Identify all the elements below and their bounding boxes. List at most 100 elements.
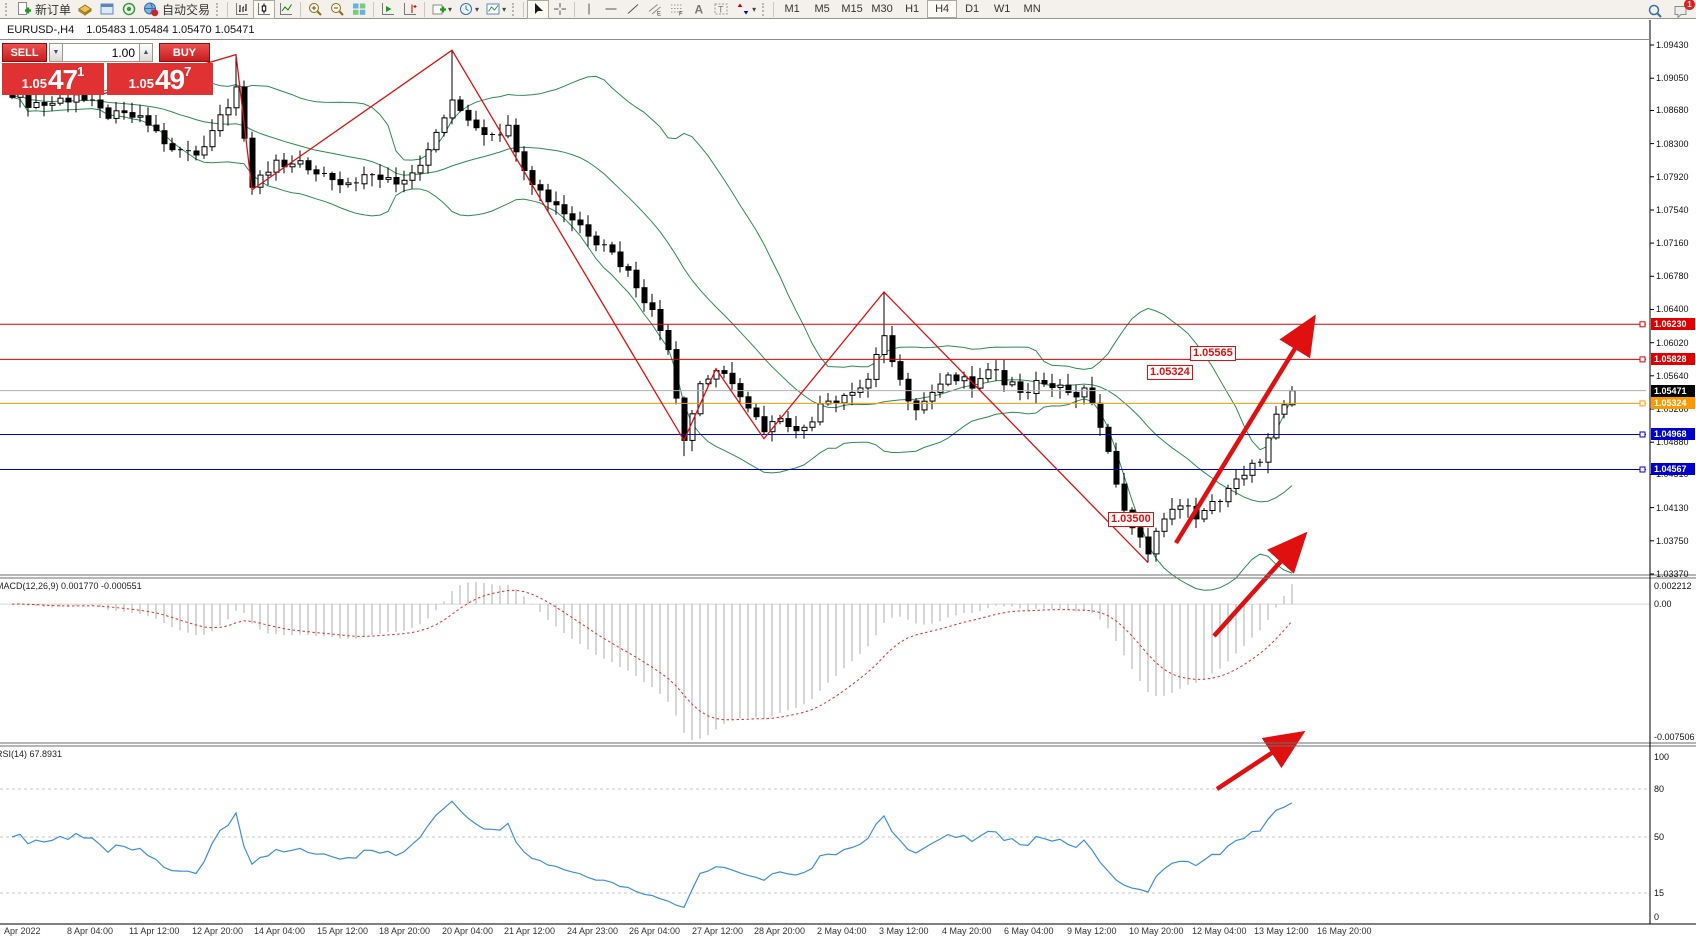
toolbar-separator — [373, 1, 375, 17]
symbol-period: EURUSD-,H4 — [7, 23, 75, 36]
tile-windows-button[interactable] — [348, 0, 370, 19]
timeframe-M30[interactable]: M30 — [871, 3, 893, 15]
one-click-trading-panel: SELL ▼ ▲ BUY 1.05 47 1 1.05 49 7 — [2, 43, 213, 95]
cursor-button[interactable] — [527, 0, 550, 19]
vertical-line-icon — [588, 3, 590, 15]
svg-text:T: T — [718, 5, 724, 15]
rsi-indicator-label: RSI(14) 67.8931 — [0, 749, 63, 759]
timeframe-W1[interactable]: W1 — [993, 3, 1011, 15]
timeframe-M5[interactable]: M5 — [814, 3, 830, 15]
sell-price-prefix: 1.05 — [21, 76, 47, 91]
periods-button[interactable]: ▾ — [455, 0, 482, 19]
community-button[interactable]: 1 — [1670, 0, 1695, 20]
toolbar: 新订单 自动交易 — [0, 0, 1696, 19]
volume-decrease-button[interactable]: ▼ — [49, 43, 63, 62]
timeframe-M15[interactable]: M15 — [841, 3, 863, 15]
toolbar-drag-handle[interactable] — [5, 2, 10, 16]
equidistant-channel-tool-button[interactable]: E — [644, 0, 666, 19]
buy-button[interactable]: BUY — [159, 43, 210, 62]
new-order-button[interactable]: 新订单 — [13, 0, 74, 19]
candlestick-chart-icon — [258, 3, 271, 15]
channel-icon: E — [648, 4, 661, 18]
text-icon: A — [695, 3, 704, 17]
search-icon — [1648, 4, 1662, 18]
svg-text:E: E — [657, 12, 661, 18]
toolbar-drag-handle[interactable] — [216, 2, 221, 16]
toolbar-separator — [300, 1, 302, 17]
chart-shift-icon — [404, 3, 417, 15]
price-tag[interactable]: 1.05324 — [1147, 365, 1193, 380]
arrows-tool-button[interactable]: ▾ — [732, 0, 759, 19]
sell-price-tile[interactable]: 1.05 47 1 — [2, 63, 104, 95]
fibonacci-icon: F — [671, 4, 683, 17]
buy-price-pipette: 7 — [184, 64, 192, 79]
timeframe-H4[interactable]: H4 — [927, 0, 958, 18]
auto-scroll-icon — [382, 3, 395, 15]
trendline-icon — [627, 4, 639, 14]
line-chart-icon — [280, 3, 293, 15]
timeframe-D1[interactable]: D1 — [965, 3, 980, 15]
bar-chart-icon — [236, 3, 249, 15]
vertical-line-tool-button[interactable] — [578, 0, 600, 19]
search-button[interactable] — [1644, 1, 1666, 20]
templates-button[interactable]: ▾ — [482, 0, 509, 19]
navigator-button[interactable] — [118, 0, 140, 19]
auto-scroll-button[interactable] — [377, 0, 399, 19]
candlestick-chart-button[interactable] — [253, 0, 276, 19]
buy-price-big: 49 — [154, 64, 185, 95]
chart-tab[interactable]: EURUSD-,H4 1.05483 1.05484 1.05470 1.054… — [0, 20, 1650, 40]
sell-price-big: 47 — [47, 64, 78, 95]
volume-increase-button[interactable]: ▲ — [139, 43, 153, 62]
notification-badge: 1 — [1684, 0, 1695, 10]
price-tag[interactable]: 1.05565 — [1190, 346, 1236, 361]
zoom-in-button[interactable] — [304, 0, 326, 19]
crosshair-button[interactable] — [549, 0, 571, 19]
text-tool-button[interactable]: A — [688, 0, 710, 19]
price-tag[interactable]: 1.03500 — [1108, 512, 1154, 527]
macd-indicator-label: MACD(12,26,9) 0.001770 -0.000551 — [0, 581, 142, 591]
zoom-out-button[interactable] — [326, 0, 348, 19]
sell-price-pipette: 1 — [77, 64, 85, 79]
timeframe-H1[interactable]: H1 — [905, 3, 920, 15]
autotrading-label: 自动交易 — [162, 2, 211, 17]
data-window-button[interactable] — [96, 0, 118, 19]
text-label-tool-button[interactable]: T — [710, 0, 732, 19]
timeframe-group: M1 M5 M15 M30 H1 H4 D1 W1 MN — [777, 0, 1047, 18]
toolbar-drag-handle[interactable] — [512, 2, 517, 16]
toolbar-separator — [574, 1, 576, 17]
data-window-icon — [100, 3, 114, 15]
toolbar-separator — [773, 1, 775, 17]
time-axis[interactable] — [0, 924, 1650, 938]
bar-chart-button[interactable] — [231, 0, 253, 19]
new-order-icon — [18, 2, 31, 15]
zoom-in-icon — [309, 3, 322, 16]
navigator-icon — [122, 2, 136, 16]
autotrading-button[interactable]: 自动交易 — [140, 0, 213, 19]
line-chart-button[interactable] — [275, 0, 297, 19]
horizontal-line-icon — [605, 8, 617, 10]
dropdown-arrow-icon: ▾ — [475, 4, 480, 14]
trendline-tool-button[interactable] — [622, 0, 644, 19]
timeframe-MN[interactable]: MN — [1023, 3, 1041, 15]
add-indicator-button[interactable]: ▾ — [428, 0, 455, 19]
fibonacci-tool-button[interactable]: F — [666, 0, 688, 19]
market-watch-icon — [78, 4, 92, 16]
buy-price-prefix: 1.05 — [128, 76, 154, 91]
add-indicator-icon — [432, 4, 447, 15]
timeframe-M1[interactable]: M1 — [784, 3, 800, 15]
sell-button[interactable]: SELL — [2, 43, 47, 62]
clock-icon — [460, 3, 473, 15]
toolbar-separator — [227, 1, 229, 17]
volume-input[interactable] — [63, 43, 139, 62]
chart-shift-button[interactable] — [399, 0, 421, 19]
quote-ohlc: 1.05483 1.05484 1.05470 1.05471 — [86, 23, 255, 36]
new-order-label: 新订单 — [35, 2, 72, 17]
price-axis[interactable] — [1650, 20, 1696, 924]
market-watch-button[interactable] — [74, 0, 96, 19]
cursor-arrow-icon — [535, 3, 544, 14]
buy-price-tile[interactable]: 1.05 49 7 — [107, 63, 213, 95]
horizontal-line-tool-button[interactable] — [600, 0, 622, 19]
toolbar-drag-handle[interactable] — [762, 2, 767, 16]
